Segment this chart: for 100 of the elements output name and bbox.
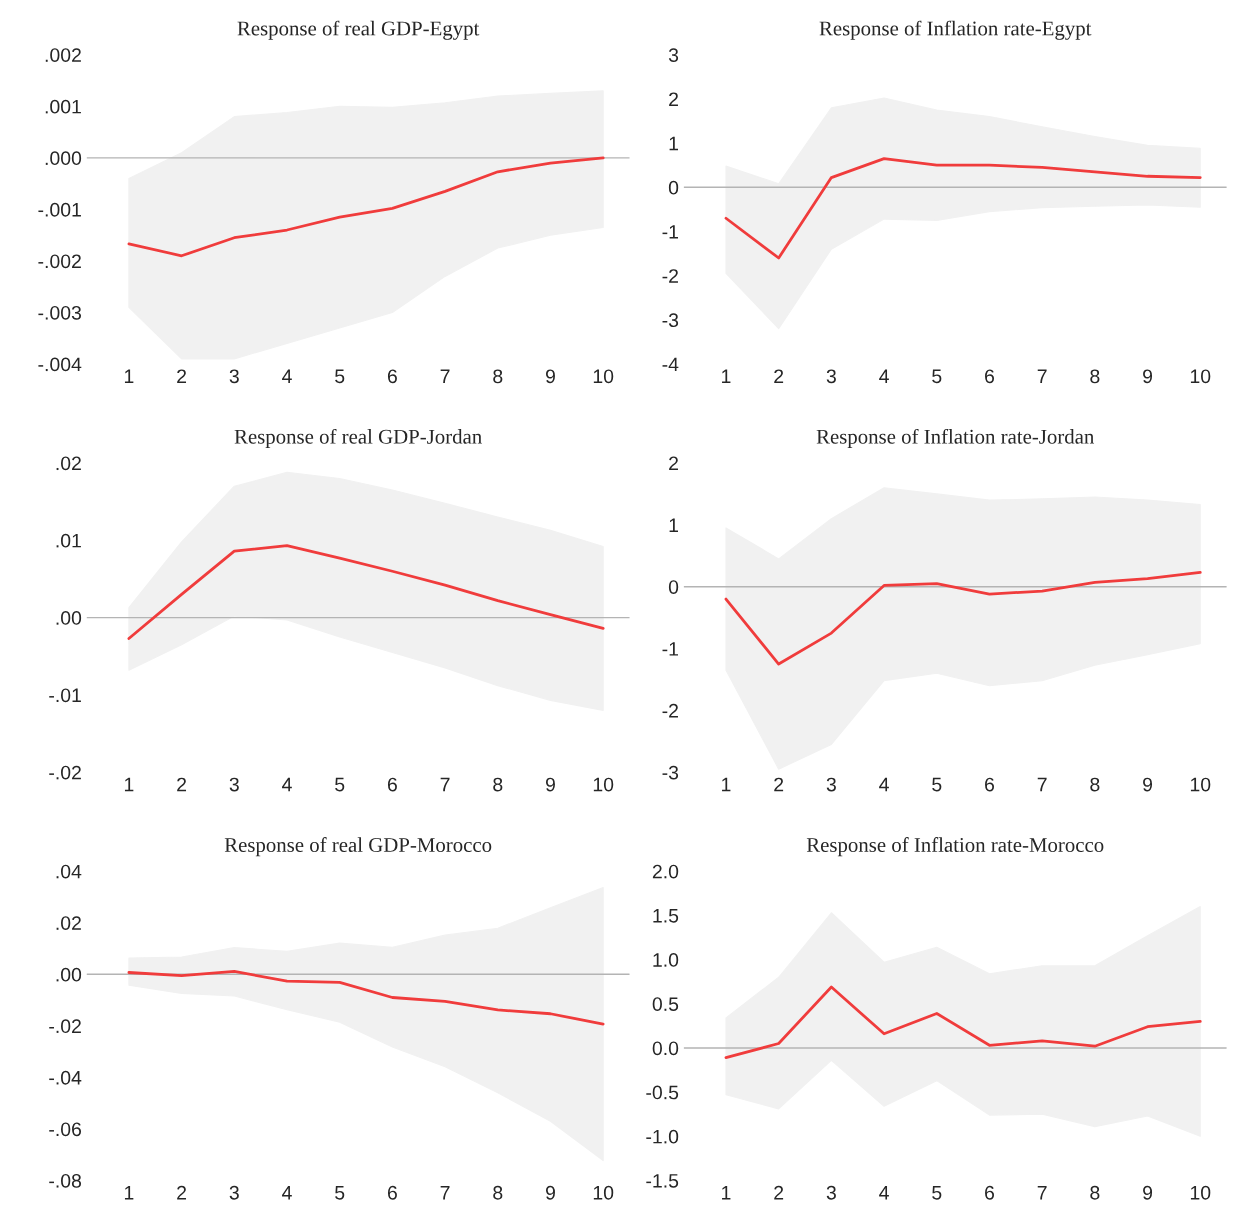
x-tick-label: 6	[985, 1185, 995, 1200]
y-tick-label: -1.0	[646, 1129, 679, 1144]
y-tick-label: 1.5	[653, 909, 679, 923]
y-tick-label: -.08	[49, 1173, 82, 1188]
x-tick-label: 7	[1037, 777, 1047, 792]
x-tick-label: 2	[774, 777, 784, 792]
y-tick-label: -.01	[49, 688, 81, 703]
chart-title: Response of Inflation rate-Egypt	[819, 20, 1092, 40]
y-tick-label: 0.0	[652, 1041, 679, 1056]
y-tick-label: 0.5	[652, 997, 679, 1011]
y-tick-label: .01	[56, 533, 81, 548]
y-tick-label: .02	[56, 916, 81, 931]
x-tick-label: 8	[1090, 1185, 1100, 1200]
x-tick-label: 7	[440, 369, 450, 383]
y-tick-label: -.001	[38, 202, 81, 217]
x-tick-label: 3	[826, 1185, 836, 1200]
x-tick-label: 9	[545, 1185, 555, 1200]
line-series	[127, 970, 605, 1026]
x-tick-label: 5	[335, 1186, 345, 1200]
y-tick-label: -.04	[49, 1070, 82, 1085]
x-tick-label: 10	[1190, 369, 1211, 384]
y-tick-label: -2	[662, 703, 678, 718]
chart-title: Response of real GDP-Morocco	[224, 837, 492, 857]
x-tick-label: 2	[177, 369, 187, 383]
x-tick-label: 3	[826, 369, 836, 384]
y-tick-label: -.002	[38, 254, 81, 269]
y-tick-label: 2	[669, 92, 678, 106]
chart-title: Response of Inflation rate-Jordan	[816, 428, 1095, 448]
y-tick-label: .00	[56, 611, 82, 625]
x-tick-label: 10	[593, 777, 614, 792]
x-tick-label: 1	[124, 369, 134, 383]
y-tick-label: 1	[669, 136, 678, 151]
x-tick-label: 9	[1143, 1185, 1153, 1200]
x-tick-label: 8	[1090, 369, 1100, 384]
x-tick-label: 4	[282, 1186, 292, 1200]
x-tick-label: 10	[593, 369, 614, 384]
x-tick-label: 6	[985, 777, 995, 792]
y-tick-label: .00	[56, 967, 82, 982]
x-tick-label: 5	[335, 777, 345, 792]
x-tick-label: 6	[387, 1185, 397, 1200]
x-tick-label: 4	[282, 777, 292, 792]
line-series	[127, 156, 605, 258]
y-tick-label: 2	[669, 456, 678, 471]
y-tick-label: -.004	[38, 357, 82, 372]
x-tick-label: 2	[177, 777, 187, 792]
x-tick-label: 2	[177, 1185, 187, 1200]
y-tick-label: -.02	[49, 1019, 81, 1034]
chart-title: Response of real GDP-Egypt	[237, 20, 480, 40]
x-tick-label: 9	[545, 777, 555, 792]
x-tick-label: 10	[1190, 1185, 1211, 1200]
x-tick-label: 9	[545, 369, 555, 384]
x-tick-label: 4	[879, 1186, 889, 1200]
x-tick-label: 7	[440, 1186, 450, 1200]
x-tick-label: 6	[387, 777, 397, 792]
x-tick-label: 7	[1037, 1186, 1047, 1200]
x-tick-label: 5	[932, 1186, 942, 1200]
y-tick-label: .04	[56, 864, 82, 879]
line-series	[724, 571, 1202, 666]
x-tick-label: 5	[932, 369, 942, 384]
x-tick-label: 6	[985, 369, 995, 384]
y-tick-label: -3	[662, 313, 679, 328]
y-tick-label: .002	[45, 48, 81, 62]
y-tick-label: 1	[669, 518, 678, 532]
y-tick-label: -1.5	[646, 1174, 679, 1188]
y-tick-label: 1.0	[653, 953, 679, 967]
x-tick-label: 2	[774, 1185, 784, 1200]
x-tick-label: 1	[722, 1186, 731, 1200]
y-tick-label: -4	[662, 357, 679, 372]
x-tick-label: 8	[1090, 777, 1100, 792]
y-tick-label: -2	[662, 269, 678, 283]
y-tick-label: -.02	[49, 765, 81, 780]
x-tick-label: 3	[229, 369, 239, 384]
x-tick-label: 8	[493, 369, 503, 384]
x-tick-label: 2	[774, 369, 784, 383]
y-tick-label: -.06	[49, 1122, 82, 1137]
x-tick-label: 8	[493, 1185, 503, 1200]
line-series	[127, 544, 605, 640]
y-tick-label: -1	[662, 225, 678, 239]
x-tick-label: 9	[1143, 369, 1153, 384]
x-tick-label: 4	[282, 369, 292, 383]
x-tick-label: 5	[932, 777, 942, 792]
y-tick-label: -.003	[38, 305, 82, 320]
x-tick-label: 1	[722, 369, 731, 383]
y-tick-label: .001	[45, 99, 81, 114]
y-tick-label: 3	[668, 48, 679, 62]
y-tick-label: .000	[45, 151, 82, 166]
x-tick-label: 10	[1190, 777, 1211, 792]
x-tick-label: 4	[879, 369, 889, 383]
x-tick-label: 3	[229, 777, 239, 792]
line-series	[724, 985, 1202, 1060]
x-tick-label: 7	[1037, 369, 1047, 383]
y-tick-label: .02	[56, 456, 81, 471]
x-tick-label: 10	[593, 1185, 614, 1200]
x-tick-label: 1	[722, 777, 731, 792]
x-tick-label: 3	[826, 777, 836, 792]
y-tick-label: 2.0	[652, 864, 679, 879]
chart-title: Response of Inflation rate-Morocco	[806, 837, 1104, 857]
x-tick-label: 1	[124, 777, 134, 792]
x-tick-label: 3	[229, 1185, 239, 1200]
y-tick-label: -1	[662, 642, 678, 656]
